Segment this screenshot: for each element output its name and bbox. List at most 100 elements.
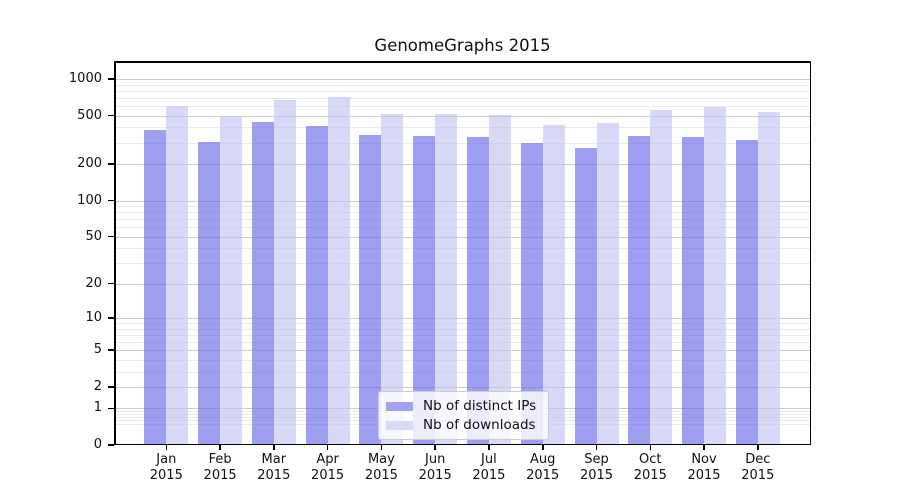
bar-ips-may [359,134,382,445]
major-gridline-10 [114,318,811,319]
x-tick-year-jul: 2015 [472,468,506,483]
x-tick-label-jun: Jun 2015 [403,452,467,484]
x-tick-oct [649,445,651,450]
x-tick-label-may: May 2015 [349,452,413,484]
x-tick-year-jan: 2015 [149,468,183,483]
x-tick-month-nov: Nov [691,452,717,467]
x-tick-label-oct: Oct 2015 [618,452,682,484]
x-tick-month-dec: Dec [745,452,771,467]
minor-gridline-70 [114,219,811,221]
bar-downloads-apr [327,96,350,445]
x-tick-label-sep: Sep 2015 [565,452,629,484]
major-gridline-1000 [114,78,811,80]
x-tick-label-dec: Dec 2015 [726,452,790,484]
bar-downloads-mar [273,99,296,445]
minor-gridline-4 [114,359,811,361]
x-tick-sep [595,445,598,450]
y-tick-5 [108,349,114,351]
x-tick-month-mar: Mar [261,452,287,467]
y-tick-label-500: 500 [77,107,102,123]
bar-downloads-dec [757,111,780,445]
bar-ips-dec [735,139,758,445]
bar-downloads-may [381,114,404,445]
y-tick-label-100: 100 [77,192,102,208]
x-tick-label-apr: Apr 2015 [296,452,360,484]
x-tick-year-feb: 2015 [203,468,237,483]
minor-gridline-8 [114,328,811,330]
bar-downloads-aug [542,125,565,445]
x-tick-year-dec: 2015 [741,468,775,483]
x-tick-month-may: May [367,452,395,467]
x-tick-year-nov: 2015 [687,468,721,483]
bar-downloads-feb [220,116,243,445]
x-tick-month-jul: Jul [481,452,497,467]
x-tick-label-mar: Mar 2015 [242,452,306,484]
major-gridline-5 [114,350,811,352]
x-tick-nov [703,445,705,450]
bar-ips-aug [520,143,543,445]
x-tick-dec [757,445,759,450]
plot-spine-right [809,61,811,445]
x-tick-label-jan: Jan 2015 [134,452,198,484]
minor-gridline-80 [114,212,811,214]
x-tick-may [380,445,383,450]
bar-downloads-jul [488,114,511,445]
bar-ips-oct [628,135,651,445]
plot-spine-left [114,61,116,445]
x-tick-label-aug: Aug 2015 [511,452,575,484]
legend-item-downloads: Nb of downloads [386,417,536,433]
bar-downloads-nov [704,106,726,445]
bar-downloads-jun [435,114,458,445]
legend-item-distinct-ips: Nb of distinct IPs [386,398,536,414]
x-tick-label-jul: Jul 2015 [457,452,521,484]
bar-ips-jul [466,137,489,445]
bar-ips-apr [305,125,328,445]
plot-spine-top [114,61,811,63]
minor-gridline-700 [114,97,811,99]
minor-gridline-3 [114,371,811,373]
y-tick-label-10: 10 [85,310,102,325]
bar-downloads-oct [650,109,673,445]
x-tick-year-aug: 2015 [526,468,560,483]
legend-swatch-distinct-ips [386,401,413,411]
x-tick-month-aug: Aug [529,452,556,467]
x-tick-month-apr: Apr [316,452,339,467]
x-tick-mar [273,445,275,450]
y-tick-500 [108,114,114,117]
minor-gridline-40 [114,248,811,250]
x-tick-year-sep: 2015 [579,468,614,483]
minor-gridline-900 [114,84,811,86]
bar-ips-mar [251,121,274,445]
x-tick-month-sep: Sep [584,452,609,467]
x-tick-month-oct: Oct [639,452,662,467]
major-gridline-200 [114,164,811,165]
x-tick-year-apr: 2015 [311,468,345,483]
legend: Nb of distinct IPs Nb of downloads [378,391,550,440]
minor-gridline-800 [114,90,811,92]
x-tick-jun [434,445,436,450]
y-tick-1000 [108,78,114,80]
legend-label-downloads: Nb of downloads [423,417,536,433]
legend-swatch-downloads [386,420,413,430]
major-gridline-100 [114,200,811,202]
y-tick-label-0: 0 [93,437,102,452]
y-tick-1 [108,407,114,409]
x-tick-year-mar: 2015 [257,468,291,483]
y-tick-label-5: 5 [93,342,102,358]
minor-gridline-7 [114,334,811,336]
minor-gridline-600 [114,106,811,107]
y-tick-label-1000: 1000 [68,70,102,86]
minor-gridline-90 [114,206,811,207]
plot-spine-bottom [114,443,811,445]
minor-gridline-9 [114,323,811,324]
minor-gridline-60 [114,227,811,229]
y-tick-100 [108,199,114,202]
bar-ips-jun [413,135,436,445]
x-tick-month-jan: Jan [156,452,177,467]
minor-gridline-6 [114,341,811,343]
major-gridline-20 [114,283,811,285]
bar-downloads-sep [596,123,619,445]
x-tick-month-jun: Jun [425,452,446,467]
major-gridline-2 [114,386,811,388]
